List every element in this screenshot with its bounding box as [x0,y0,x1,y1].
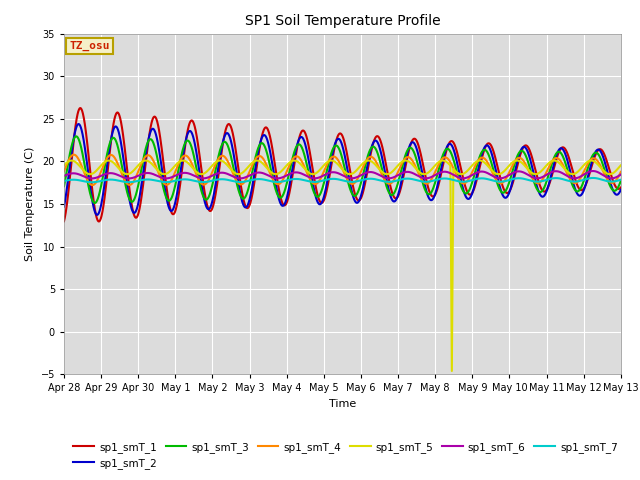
sp1_smT_1 [95,218,103,224]
Line: sp1_smT_7: sp1_smT_7 [64,178,621,182]
sp1_smT_7 [589,175,596,181]
sp1_smT_7 [274,179,282,185]
sp1_smT_4 [274,181,282,187]
sp1_smT_7 [157,179,164,184]
sp1_smT_2 [274,192,282,198]
sp1_smT_1 [617,185,625,191]
Line: sp1_smT_6: sp1_smT_6 [64,171,621,179]
sp1_smT_2 [606,180,614,185]
sp1_smT_4 [88,182,96,188]
sp1_smT_5 [60,162,68,168]
sp1_smT_1 [606,169,614,175]
sp1_smT_5 [298,162,305,168]
X-axis label: Time: Time [329,399,356,409]
sp1_smT_6 [157,174,164,180]
sp1_smT_6 [617,172,625,178]
sp1_smT_5 [274,171,282,177]
sp1_smT_7 [546,176,554,182]
sp1_smT_6 [298,171,306,177]
sp1_smT_2 [75,121,83,127]
sp1_smT_3 [606,183,614,189]
sp1_smT_3 [157,173,164,179]
sp1_smT_6 [60,173,68,179]
sp1_smT_7 [298,177,306,182]
Line: sp1_smT_2: sp1_smT_2 [64,124,621,215]
sp1_smT_3 [274,192,282,198]
sp1_smT_4 [124,181,132,187]
sp1_smT_7 [606,179,614,184]
sp1_smT_5 [617,162,625,168]
sp1_smT_3 [124,192,132,198]
Text: TZ_osu: TZ_osu [70,41,110,51]
sp1_smT_4 [298,159,306,165]
sp1_smT_1 [298,128,306,134]
Legend: sp1_smT_1, sp1_smT_2, sp1_smT_3, sp1_smT_4, sp1_smT_5, sp1_smT_6, sp1_smT_7: sp1_smT_1, sp1_smT_2, sp1_smT_3, sp1_smT… [69,438,622,473]
sp1_smT_4 [70,152,77,157]
sp1_smT_1 [274,181,282,187]
sp1_smT_4 [617,169,625,175]
sp1_smT_6 [606,175,614,181]
sp1_smT_5 [547,159,554,165]
sp1_smT_5 [157,170,164,176]
sp1_smT_1 [157,140,164,145]
sp1_smT_4 [547,161,554,167]
sp1_smT_2 [93,212,101,218]
sp1_smT_6 [589,168,596,174]
sp1_smT_2 [124,187,132,193]
sp1_smT_2 [547,176,554,181]
sp1_smT_5 [606,171,614,177]
sp1_smT_1 [547,178,554,184]
sp1_smT_3 [547,167,554,172]
sp1_smT_7 [88,180,96,185]
sp1_smT_4 [606,180,614,185]
sp1_smT_7 [124,179,132,185]
sp1_smT_3 [91,200,99,206]
Line: sp1_smT_3: sp1_smT_3 [64,136,621,203]
sp1_smT_6 [274,176,282,181]
sp1_smT_6 [124,176,132,181]
sp1_smT_1 [124,173,132,179]
sp1_smT_4 [60,168,68,174]
Y-axis label: Soil Temperature (C): Soil Temperature (C) [25,147,35,261]
sp1_smT_3 [617,178,625,184]
sp1_smT_7 [60,178,68,184]
Line: sp1_smT_4: sp1_smT_4 [64,155,621,185]
sp1_smT_3 [298,145,306,151]
Line: sp1_smT_5: sp1_smT_5 [64,160,621,371]
sp1_smT_4 [157,176,164,181]
sp1_smT_2 [298,134,306,140]
sp1_smT_2 [157,159,164,165]
sp1_smT_1 [60,218,68,224]
sp1_smT_6 [546,170,554,176]
sp1_smT_6 [88,176,96,181]
sp1_smT_5 [124,171,131,177]
Line: sp1_smT_1: sp1_smT_1 [64,108,621,221]
sp1_smT_3 [60,183,68,189]
sp1_smT_2 [617,187,625,192]
sp1_smT_5 [328,157,335,163]
sp1_smT_1 [77,105,84,111]
sp1_smT_3 [72,133,80,139]
sp1_smT_2 [60,204,68,209]
sp1_smT_7 [617,177,625,182]
sp1_smT_5 [448,368,456,374]
Title: SP1 Soil Temperature Profile: SP1 Soil Temperature Profile [244,14,440,28]
